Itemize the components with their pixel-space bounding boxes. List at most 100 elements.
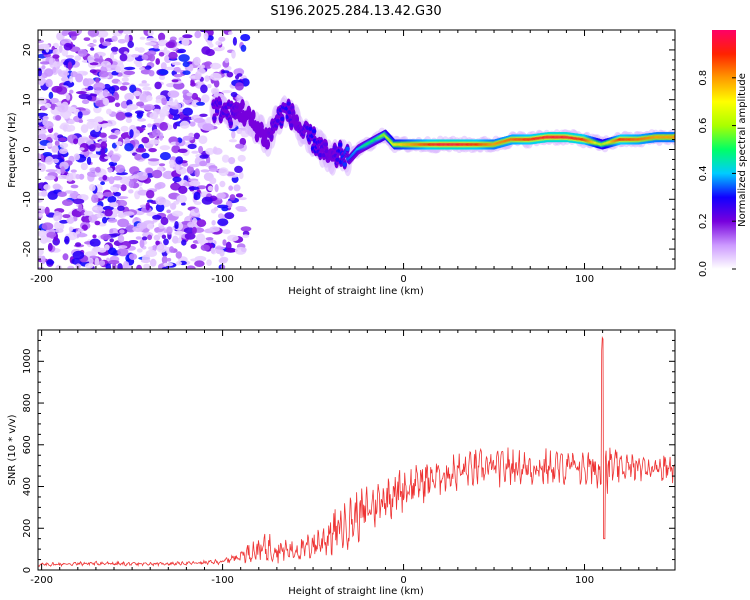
noise-blob [108,161,118,167]
noise-blob [110,154,121,162]
noise-blob [94,124,101,132]
noise-blob [175,251,182,259]
noise-blob [230,91,238,98]
noise-blob [224,57,230,64]
noise-blob [127,104,139,110]
noise-blob [62,199,73,207]
ridge-mark [294,117,299,122]
noise-blob [55,228,64,234]
noise-blob [112,175,123,181]
noise-blob [57,174,69,180]
noise-blob [88,144,96,152]
noise-blob [206,259,212,266]
noise-blob [135,62,143,68]
noise-blob [102,192,115,197]
noise-blob [44,175,56,181]
noise-blob [186,165,194,174]
noise-blob [234,165,243,173]
noise-blob [121,77,129,82]
noise-blob [218,36,226,42]
noise-blob [41,65,46,70]
chart-title: S196.2025.284.13.42.G30 [270,4,441,19]
noise-blob [38,39,44,44]
noise-blob [117,245,128,249]
noise-blob [182,70,191,75]
ridge-mark [217,101,223,106]
noise-blob [231,130,236,139]
noise-blob [115,141,123,146]
noise-blob [115,111,126,121]
noise-blob [152,129,161,137]
noise-blob [46,142,53,148]
noise-blob [72,250,85,260]
snr-y-tick-label: 1000 [22,349,33,374]
noise-blob [124,143,134,152]
noise-blob [96,212,105,219]
noise-blob [193,191,201,201]
noise-blob [139,93,148,101]
noise-blob [200,169,210,173]
ridge-mark [265,142,270,147]
noise-blob [181,38,190,47]
noise-blob [196,101,205,106]
noise-blob [53,132,60,141]
noise-blob [45,156,54,165]
noise-blob [141,152,150,159]
noise-blob [167,90,180,98]
snr-y-tick-label: 600 [22,435,33,454]
noise-blob [55,115,62,121]
noise-blob [101,123,113,127]
snr-x-tick-label: 100 [575,575,594,586]
noise-blob [43,184,51,191]
ridge-mark [308,126,313,131]
noise-blob [121,30,134,35]
ridge-mark [280,116,285,121]
noise-blob [210,62,222,70]
snr-y-axis-label: SNR (10 * v/v) [7,414,18,485]
snr-background [38,330,675,570]
noise-blob [178,54,190,62]
noise-blob [217,218,229,226]
noise-blob [163,262,169,267]
noise-blob [203,32,209,40]
noise-blob [160,216,169,226]
noise-blob [58,137,67,142]
noise-blob [193,132,201,140]
noise-blob [199,160,208,167]
ridge-mark [269,134,274,139]
noise-blob [199,113,208,118]
noise-blob [59,223,65,230]
noise-blob [235,143,245,149]
noise-blob [45,78,53,88]
noise-blob [38,205,46,210]
noise-blob [117,263,123,269]
noise-blob [44,206,50,215]
noise-blob [63,72,70,76]
noise-blob [231,50,236,59]
noise-blob [236,94,241,99]
noise-blob [84,263,94,269]
noise-blob [112,186,118,193]
noise-blob [210,72,222,81]
noise-blob [171,210,184,217]
noise-blob [100,147,106,157]
noise-blob [109,150,114,156]
spectrogram-y-tick-label: 0 [22,146,33,152]
noise-blob [38,248,44,256]
noise-blob [52,183,61,190]
noise-blob [208,43,214,48]
noise-blob [42,152,53,157]
spectrogram-x-tick-label: -200 [30,274,53,285]
noise-blob [88,184,96,192]
noise-blob [67,61,73,71]
noise-blob [158,225,165,229]
noise-blob [53,61,63,67]
noise-blob [210,247,215,254]
noise-blob [166,209,171,214]
noise-blob [67,231,78,241]
noise-blob [58,45,63,53]
noise-blob [119,85,128,91]
noise-blob [111,35,118,42]
